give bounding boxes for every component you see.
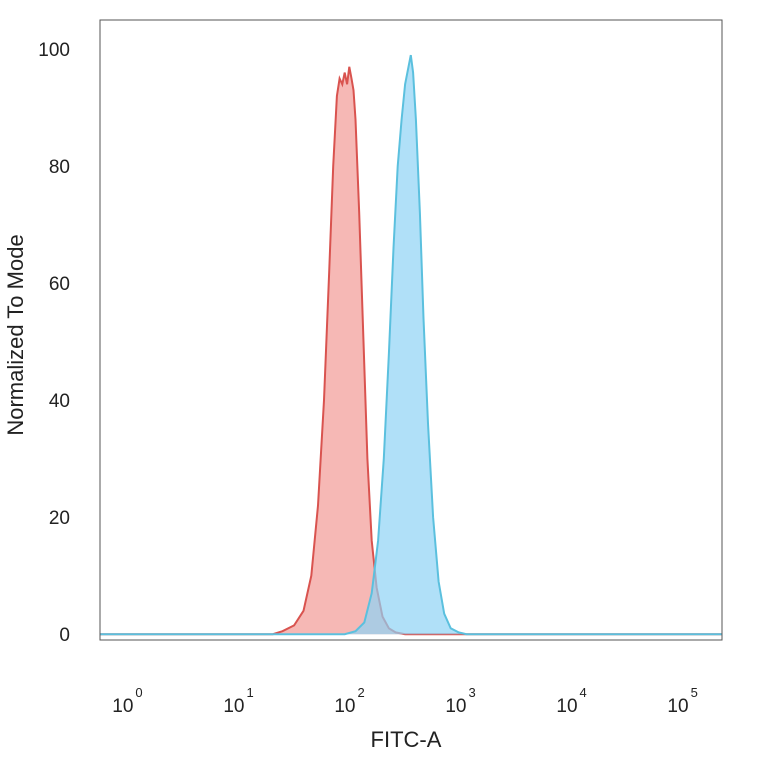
y-axis-title: Normalized To Mode	[3, 234, 28, 435]
x-tick-label: 100	[112, 685, 142, 717]
y-tick-label: 40	[49, 391, 70, 412]
x-tick-base: 10	[667, 696, 688, 717]
x-tick-label: 102	[334, 685, 364, 717]
y-tick-label: 60	[49, 274, 70, 295]
plot-frame	[99, 19, 723, 641]
y-tick-label: 80	[49, 157, 70, 178]
y-tick-label: 100	[38, 40, 70, 61]
x-tick-base: 10	[445, 696, 466, 717]
x-axis-title: FITC-A	[371, 727, 442, 752]
y-tick-label: 20	[49, 508, 70, 529]
histogram-line-2	[100, 54, 722, 636]
x-tick-base: 10	[223, 696, 244, 717]
x-tick-exponent: 2	[357, 685, 364, 700]
x-tick-base: 10	[556, 696, 577, 717]
histogram-area-2	[100, 55, 722, 635]
x-tick-label: 105	[667, 685, 697, 717]
x-tick-label: 101	[223, 685, 253, 717]
x-tick-exponent: 5	[691, 685, 698, 700]
series-layer	[100, 54, 722, 636]
x-tick-exponent: 0	[135, 685, 142, 700]
x-tick-base: 10	[334, 696, 355, 717]
x-tick-exponent: 4	[580, 685, 587, 700]
x-tick-label: 104	[556, 685, 586, 717]
x-tick-exponent: 3	[469, 685, 476, 700]
y-tick-label: 0	[59, 625, 70, 646]
x-tick-exponent: 1	[246, 685, 253, 700]
x-tick-base: 10	[112, 696, 133, 717]
y-axis-ticks: 0 20 40 60 80 100	[38, 40, 70, 646]
x-tick-label: 103	[445, 685, 475, 717]
